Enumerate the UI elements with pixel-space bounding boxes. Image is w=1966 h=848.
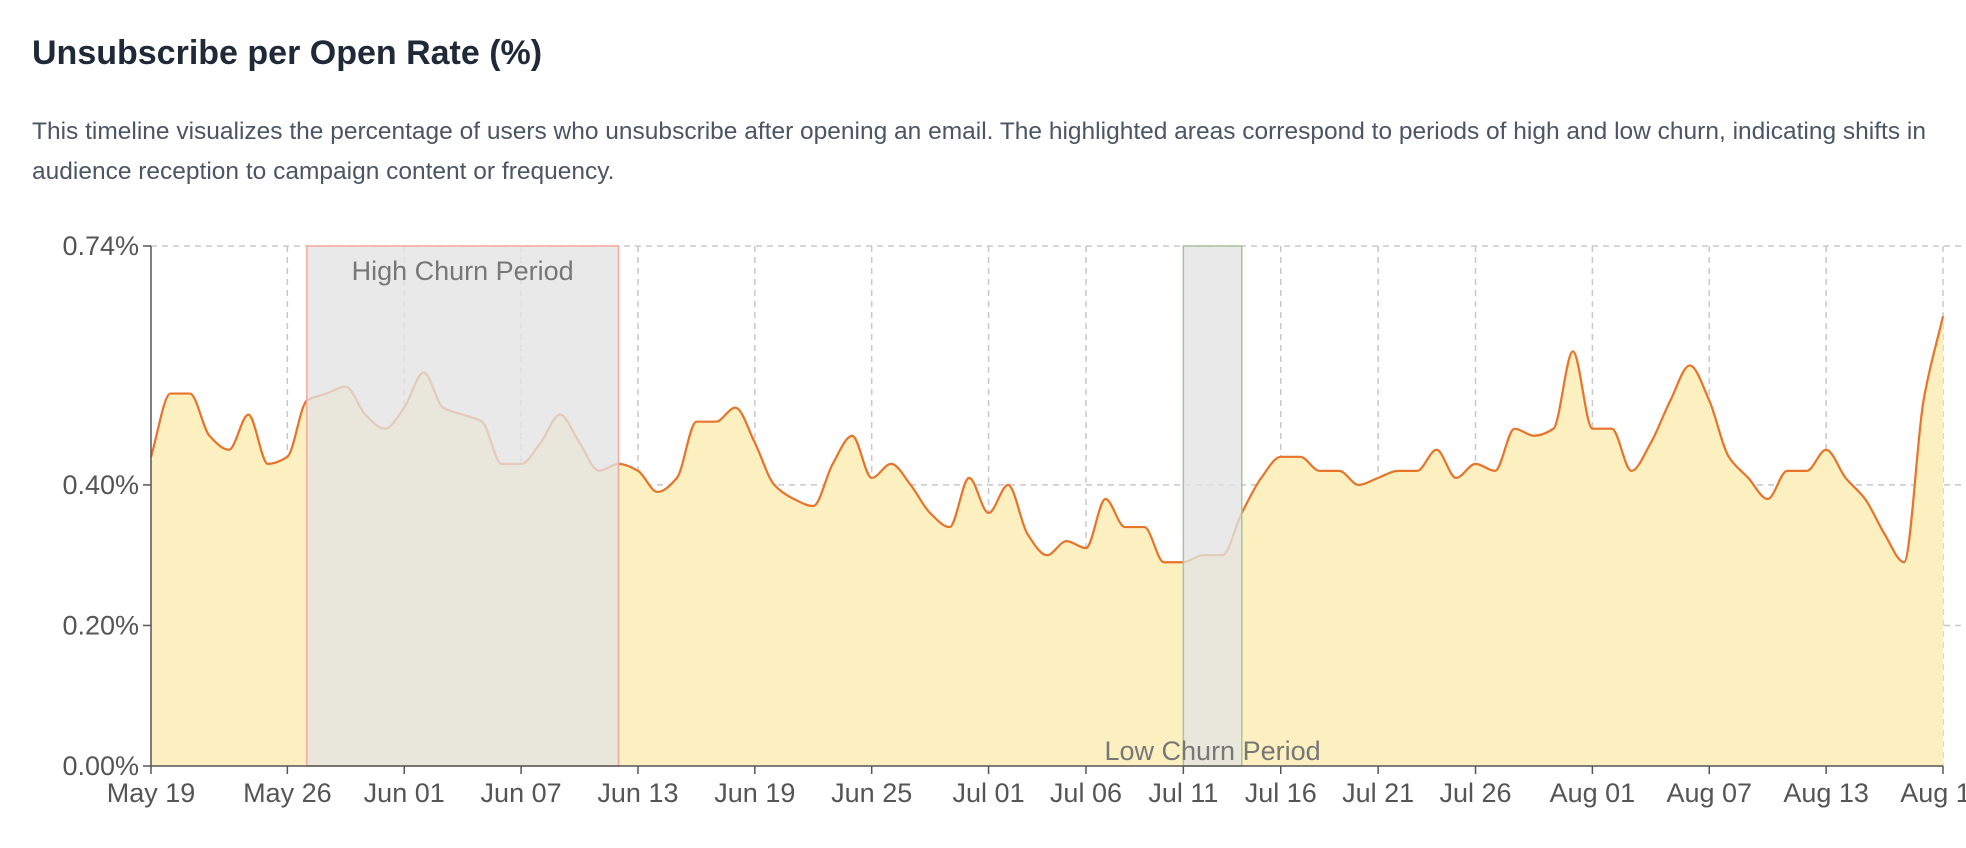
x-tick-label: May 26 <box>243 778 332 808</box>
x-tick-label: Jul 21 <box>1342 778 1414 808</box>
x-tick-label: Jun 13 <box>597 778 678 808</box>
highlight-region <box>1182 245 1243 767</box>
region-label: Low Churn Period <box>1105 736 1321 766</box>
x-tick-label: May 19 <box>107 778 196 808</box>
x-tick-label: Jul 06 <box>1050 778 1122 808</box>
x-tick-label: Aug 01 <box>1550 778 1636 808</box>
y-tick-label: 0.20% <box>62 610 139 640</box>
x-tick-label: Jul 16 <box>1245 778 1317 808</box>
x-tick-label: Aug 07 <box>1666 778 1752 808</box>
highlight-regions: High Churn Period Low Churn Period <box>306 245 1321 767</box>
chart-description: This timeline visualizes the percentage … <box>32 118 1926 185</box>
x-tick-label: Jul 26 <box>1439 778 1511 808</box>
x-tick-label: Aug 19 <box>1900 778 1966 808</box>
x-tick-label: Jun 25 <box>831 778 912 808</box>
x-tick-label: Jul 01 <box>953 778 1025 808</box>
y-tick-label: 0.00% <box>62 751 139 781</box>
region-label: High Churn Period <box>352 256 574 286</box>
x-tick-label: Jul 11 <box>1148 778 1218 808</box>
x-tick-label: Jun 07 <box>481 778 562 808</box>
x-tick-label: Jun 19 <box>714 778 795 808</box>
axes: 0.00% 0.20% 0.40% 0.74% May 19 May 26 Jun 01 Ju… <box>62 231 1966 808</box>
highlight-region <box>306 245 620 767</box>
x-tick-label: Aug 13 <box>1783 778 1869 808</box>
x-tick-label: Jun 01 <box>364 778 445 808</box>
y-tick-label: 0.74% <box>62 231 139 261</box>
chart-title: Unsubscribe per Open Rate (%) <box>32 34 543 72</box>
y-tick-label: 0.40% <box>62 470 139 500</box>
